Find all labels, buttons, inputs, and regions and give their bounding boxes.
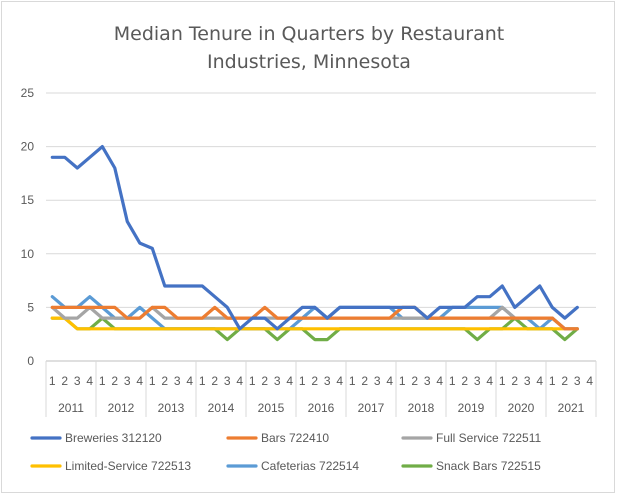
x-tick-label: 1 xyxy=(449,374,456,388)
x-year-label: 2017 xyxy=(358,401,385,415)
x-tick-label: 1 xyxy=(99,374,106,388)
x-tick-label: 1 xyxy=(399,374,406,388)
x-year-label: 2021 xyxy=(558,401,585,415)
x-tick-label: 2 xyxy=(211,374,218,388)
x-year-label: 2016 xyxy=(308,401,335,415)
x-year-label: 2014 xyxy=(208,401,235,415)
x-tick-label: 2 xyxy=(561,374,568,388)
series-line xyxy=(50,145,579,331)
x-tick-label: 4 xyxy=(236,374,243,388)
x-tick-label: 3 xyxy=(174,374,181,388)
series-line xyxy=(50,316,579,331)
x-tick-label: 2 xyxy=(311,374,318,388)
y-tick-label: 15 xyxy=(21,193,35,207)
x-tick-label: 4 xyxy=(336,374,343,388)
x-tick-label: 1 xyxy=(149,374,156,388)
x-tick-label: 3 xyxy=(524,374,531,388)
x-year-label: 2019 xyxy=(458,401,485,415)
legend-label: Snack Bars 722515 xyxy=(436,459,541,473)
x-tick-label: 1 xyxy=(249,374,256,388)
x-tick-label: 1 xyxy=(499,374,506,388)
x-tick-label: 1 xyxy=(199,374,206,388)
y-tick-label: 10 xyxy=(21,247,35,261)
x-tick-label: 3 xyxy=(374,374,381,388)
x-tick-label: 4 xyxy=(536,374,543,388)
x-tick-label: 4 xyxy=(436,374,443,388)
x-tick-label: 3 xyxy=(574,374,581,388)
legend-label: Full Service 722511 xyxy=(436,431,541,445)
x-tick-label: 4 xyxy=(86,374,93,388)
x-tick-label: 1 xyxy=(299,374,306,388)
x-tick-label: 1 xyxy=(549,374,556,388)
series-line xyxy=(50,295,579,331)
legend-label: Bars 722410 xyxy=(261,431,329,445)
x-tick-label: 3 xyxy=(274,374,281,388)
x-tick-label: 3 xyxy=(74,374,81,388)
x-tick-label: 3 xyxy=(224,374,231,388)
x-year-label: 2011 xyxy=(58,401,84,415)
legend-label: Cafeterias 722514 xyxy=(261,459,359,473)
x-tick-label: 3 xyxy=(474,374,481,388)
x-tick-label: 2 xyxy=(61,374,68,388)
x-tick-label: 4 xyxy=(186,374,193,388)
x-tick-label: 2 xyxy=(261,374,268,388)
x-year-label: 2018 xyxy=(408,401,435,415)
x-tick-label: 2 xyxy=(111,374,118,388)
x-year-label: 2013 xyxy=(158,401,185,415)
y-tick-label: 0 xyxy=(27,354,34,368)
x-tick-label: 4 xyxy=(136,374,143,388)
x-year-label: 2020 xyxy=(508,401,535,415)
chart-title-line-1: Median Tenure in Quarters by Restaurant xyxy=(113,23,505,45)
x-tick-label: 2 xyxy=(161,374,168,388)
x-tick-label: 3 xyxy=(424,374,431,388)
x-tick-label: 2 xyxy=(461,374,468,388)
x-tick-label: 2 xyxy=(411,374,418,388)
x-tick-label: 3 xyxy=(324,374,331,388)
x-tick-label: 1 xyxy=(49,374,56,388)
x-tick-label: 1 xyxy=(349,374,356,388)
legend-label: Limited-Service 722513 xyxy=(65,459,191,473)
x-year-label: 2015 xyxy=(258,401,285,415)
x-tick-label: 4 xyxy=(286,374,293,388)
x-tick-label: 2 xyxy=(511,374,518,388)
x-tick-label: 4 xyxy=(486,374,493,388)
y-tick-label: 25 xyxy=(21,86,35,100)
x-tick-label: 4 xyxy=(386,374,393,388)
x-tick-label: 3 xyxy=(124,374,131,388)
x-year-label: 2012 xyxy=(108,401,135,415)
legend-label: Breweries 312120 xyxy=(65,431,162,445)
chart-title: Median Tenure in Quarters by Restaurant … xyxy=(2,20,616,76)
x-tick-label: 2 xyxy=(361,374,368,388)
chart-title-line-2: Industries, Minnesota xyxy=(207,51,411,73)
x-tick-label: 4 xyxy=(586,374,593,388)
y-tick-label: 5 xyxy=(27,300,34,314)
y-tick-label: 20 xyxy=(21,140,35,154)
series-line xyxy=(50,305,579,331)
